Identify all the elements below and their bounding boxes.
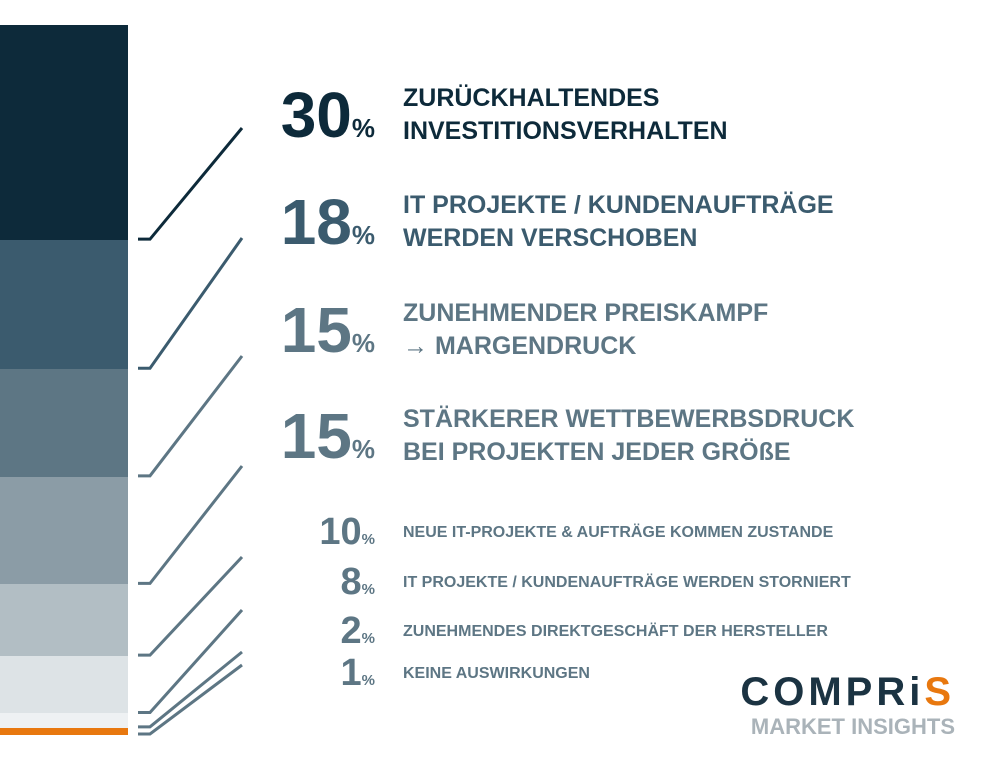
category-label-line: IT PROJEKTE / KUNDENAUFTRÄGE WERDEN STOR… [403, 573, 851, 591]
percent-value: 10 [319, 511, 362, 553]
percent-label: 30% [200, 83, 375, 147]
value-row: 15% ZUNEHMENDER PREISKAMPF → MARGENDRUCK [200, 297, 769, 363]
brand-name: COMPRiS [740, 670, 955, 714]
percent-sign: % [351, 434, 375, 464]
value-row: 30% ZURÜCKHALTENDES INVESTITIONSVERHALTEN [200, 82, 728, 148]
percent-sign: % [351, 220, 375, 250]
bar-segment [0, 656, 128, 714]
brand-logo: COMPRiS MARKET INSIGHTS [740, 672, 955, 740]
percent-sign: % [361, 531, 375, 548]
category-label-line: BEI PROJEKTEN JEDER GRÖßE [403, 438, 791, 466]
brand-subtitle: MARKET INSIGHTS [750, 714, 955, 739]
percent-label: 18% [200, 190, 375, 254]
connector-line [138, 237, 244, 370]
bar-segment [0, 584, 128, 657]
percent-value: 30 [280, 79, 352, 151]
category-label-line: NEUE IT-PROJEKTE & AUFTRÄGE KOMMEN ZUSTA… [403, 523, 834, 541]
connector-line [138, 608, 244, 714]
percent-label: 15% [200, 404, 375, 468]
percent-value: 8 [340, 561, 362, 603]
percent-value: 18 [280, 186, 352, 258]
percent-value: 1 [340, 652, 362, 694]
percent-label: 2% [200, 612, 375, 650]
category-label-line: ZURÜCKHALTENDES [403, 84, 660, 112]
percent-sign: % [361, 581, 375, 598]
category-label: KEINE AUSWIRKUNGEN [403, 663, 590, 684]
value-row: 8% IT PROJEKTE / KUNDENAUFTRÄGE WERDEN ST… [200, 563, 851, 601]
category-label: IT PROJEKTE / KUNDENAUFTRÄGE WERDEN VERSC… [403, 189, 834, 255]
percent-label: 1% [200, 654, 375, 692]
percent-value: 15 [280, 294, 352, 366]
category-label: ZURÜCKHALTENDES INVESTITIONSVERHALTEN [403, 82, 728, 148]
percent-sign: % [351, 328, 375, 358]
connector-line [138, 555, 244, 657]
percent-value: 2 [340, 610, 362, 652]
percent-label: 10% [200, 513, 375, 551]
category-label-line: IT PROJEKTE / KUNDENAUFTRÄGE [403, 191, 834, 219]
bar-segment [0, 369, 128, 477]
percent-sign: % [361, 672, 375, 689]
percent-value: 15 [280, 400, 352, 472]
percent-sign: % [361, 630, 375, 647]
value-row: 18% IT PROJEKTE / KUNDENAUFTRÄGE WERDEN VE… [200, 189, 834, 255]
bar-segment [0, 240, 128, 370]
percent-sign: % [351, 113, 375, 143]
category-label-line: KEINE AUSWIRKUNGEN [403, 664, 590, 682]
category-label-line: INVESTITIONSVERHALTEN [403, 117, 728, 145]
connector-line [138, 465, 244, 585]
bar-segment [0, 25, 128, 241]
category-label: STÄRKERER WETTBEWERBSDRUCK BEI PROJEKTEN … [403, 403, 854, 469]
category-label-line: WERDEN VERSCHOBEN [403, 224, 698, 252]
connector-line [138, 663, 243, 736]
category-label: ZUNEHMENDER PREISKAMPF → MARGENDRUCK [403, 297, 768, 363]
connector-line [138, 650, 243, 729]
connector-line [138, 355, 244, 478]
connector-line [138, 127, 244, 241]
bar-segment [0, 476, 128, 585]
category-label: NEUE IT-PROJEKTE & AUFTRÄGE KOMMEN ZUSTA… [403, 522, 833, 543]
value-row: 15% STÄRKERER WETTBEWERBSDRUCK BEI PROJEKT… [200, 403, 855, 469]
bar-segment [0, 713, 128, 728]
category-label-line: ZUNEHMENDES DIREKTGESCHÄFT DER HERSTELLE… [403, 622, 828, 640]
category-label: ZUNEHMENDES DIREKTGESCHÄFT DER HERSTELLE… [403, 621, 828, 642]
category-label: IT PROJEKTE / KUNDENAUFTRÄGE WERDEN STOR… [403, 572, 851, 593]
category-label-line: ZUNEHMENDER PREISKAMPF [403, 299, 769, 327]
category-label-line: STÄRKERER WETTBEWERBSDRUCK [403, 405, 855, 433]
percent-label: 15% [200, 298, 375, 362]
value-row: 2% ZUNEHMENDES DIREKTGESCHÄFT DER HERSTEL… [200, 612, 828, 650]
value-row: 1% KEINE AUSWIRKUNGEN [200, 654, 590, 692]
bar-segment [0, 727, 128, 735]
percent-label: 8% [200, 563, 375, 601]
stacked-bar [0, 25, 128, 735]
value-row: 10% NEUE IT-PROJEKTE & AUFTRÄGE KOMMEN ZU… [200, 513, 833, 551]
category-label-line: → MARGENDRUCK [403, 332, 637, 360]
